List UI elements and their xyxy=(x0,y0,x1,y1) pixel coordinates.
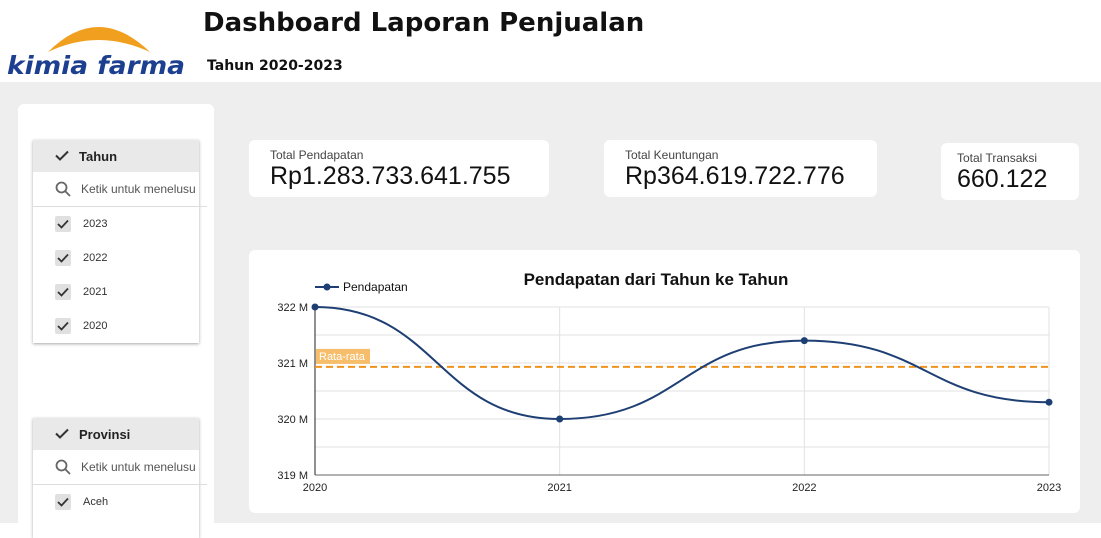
province-filter-label: Provinsi xyxy=(79,426,131,442)
year-option[interactable]: 2020 xyxy=(33,309,199,343)
checkbox-check-icon[interactable] xyxy=(55,250,71,266)
checkbox-check-icon[interactable] xyxy=(55,494,71,510)
y-tick-label: 319 M xyxy=(277,470,308,482)
kpi-total-revenue: Total Pendapatan Rp1.283.733.641.755 xyxy=(249,140,549,197)
page-subtitle: Tahun 2020-2023 xyxy=(207,58,343,74)
revenue-line-chart: 319 M 320 M 321 M 322 M 2020 2021 2022 2023 Rata… xyxy=(277,270,1061,494)
data-point xyxy=(1045,398,1053,406)
year-filter-label: Tahun xyxy=(79,148,118,164)
year-filter: Tahun Ketik untuk menelusu 2023 2022 202… xyxy=(33,140,207,343)
province-option[interactable]: Aceh xyxy=(33,485,199,519)
kpi-total-profit: Total Keuntungan Rp364.619.722.776 xyxy=(604,140,877,197)
check-icon xyxy=(55,149,69,164)
province-option-label: Aceh xyxy=(83,496,109,508)
page-title: Dashboard Laporan Penjualan xyxy=(203,8,645,38)
chart-title: Pendapatan dari Tahun ke Tahun xyxy=(524,270,789,289)
data-point xyxy=(800,337,808,345)
legend-label: Pendapatan xyxy=(343,280,408,294)
year-option[interactable]: 2021 xyxy=(33,275,199,309)
x-tick-label: 2022 xyxy=(792,482,816,494)
revenue-chart-card: 319 M 320 M 321 M 322 M 2020 2021 2022 2023 Rata… xyxy=(249,250,1080,513)
average-label-box xyxy=(316,348,370,364)
province-filter: Provinsi Ketik untuk menelusu Aceh xyxy=(33,418,207,538)
kpi-value: 660.122 xyxy=(957,165,1048,193)
year-option-label: 2023 xyxy=(83,218,108,230)
x-tick-label: 2021 xyxy=(547,482,571,494)
y-tick-label: 322 M xyxy=(277,302,308,314)
data-point xyxy=(556,415,564,423)
checkbox-check-icon[interactable] xyxy=(55,216,71,232)
legend-marker xyxy=(323,283,331,291)
check-icon xyxy=(55,427,69,442)
province-search-input[interactable]: Ketik untuk menelusu xyxy=(33,450,207,485)
kpi-value: Rp364.619.722.776 xyxy=(625,162,845,190)
checkbox-check-icon[interactable] xyxy=(55,318,71,334)
kpi-label: Total Keuntungan xyxy=(625,148,719,162)
province-filter-header[interactable]: Provinsi xyxy=(33,418,199,450)
search-icon xyxy=(55,459,71,475)
kimia-farma-logo: kimia farma xyxy=(6,8,188,80)
kpi-total-transactions: Total Transaksi 660.122 xyxy=(941,143,1079,200)
x-tick-label: 2020 xyxy=(303,482,327,494)
search-icon xyxy=(55,181,71,197)
average-label: Rata-rata xyxy=(319,351,366,363)
kpi-label: Total Pendapatan xyxy=(270,148,364,162)
year-option[interactable]: 2023 xyxy=(33,207,199,241)
year-option[interactable]: 2022 xyxy=(33,241,199,275)
kpi-label: Total Transaksi xyxy=(957,151,1038,165)
year-option-label: 2021 xyxy=(83,286,108,298)
year-search-placeholder: Ketik untuk menelusu xyxy=(81,182,196,196)
checkbox-check-icon[interactable] xyxy=(55,284,71,300)
series-line xyxy=(314,306,1050,421)
year-option-label: 2022 xyxy=(83,252,108,264)
year-option-label: 2020 xyxy=(83,320,108,332)
data-point xyxy=(311,303,319,311)
kpi-value: Rp1.283.733.641.755 xyxy=(270,162,511,190)
svg-text:kimia farma: kimia farma xyxy=(7,51,185,78)
header: kimia farma Dashboard Laporan Penjualan … xyxy=(0,0,1101,82)
y-tick-label: 320 M xyxy=(277,414,308,426)
province-search-placeholder: Ketik untuk menelusu xyxy=(81,460,196,474)
x-tick-label: 2023 xyxy=(1037,482,1061,494)
y-tick-label: 321 M xyxy=(277,358,308,370)
year-filter-header[interactable]: Tahun xyxy=(33,140,199,172)
year-search-input[interactable]: Ketik untuk menelusu xyxy=(33,172,207,207)
